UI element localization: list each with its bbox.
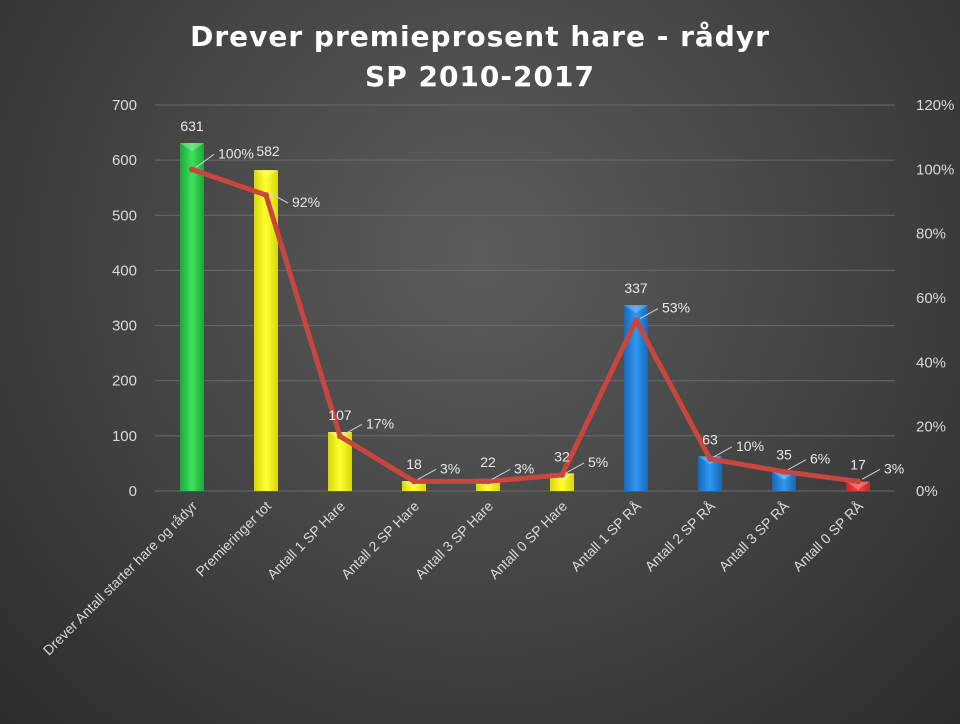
x-tick-label: Antall 3 SP Hare bbox=[412, 498, 496, 582]
percent-leader bbox=[417, 468, 437, 480]
bar-value-label: 35 bbox=[776, 447, 792, 463]
percent-value-label: 92% bbox=[292, 194, 320, 210]
bar bbox=[180, 143, 204, 491]
percent-leader bbox=[491, 468, 511, 480]
bar-value-label: 17 bbox=[850, 457, 866, 473]
percent-value-label: 17% bbox=[366, 415, 394, 431]
bar-top-bevel bbox=[846, 481, 870, 490]
percent-leader bbox=[713, 446, 733, 458]
x-tick-label: Drever Antall starter hare og rådyr bbox=[40, 498, 201, 659]
bar-value-label: 337 bbox=[624, 280, 648, 296]
y-tick-label: 100 bbox=[112, 428, 137, 445]
y2-tick-label: 100% bbox=[916, 161, 954, 178]
chart-subtitle: SP 2010-2017 bbox=[365, 60, 595, 93]
y2-tick-label: 40% bbox=[916, 354, 946, 371]
bar bbox=[846, 481, 870, 491]
bar-value-label: 32 bbox=[554, 448, 570, 464]
percent-leader bbox=[195, 153, 215, 168]
percent-value-label: 5% bbox=[588, 454, 608, 470]
bar-value-label: 18 bbox=[406, 456, 422, 472]
percent-leader bbox=[787, 459, 807, 471]
y-tick-label: 200 bbox=[112, 373, 137, 390]
percent-value-label: 3% bbox=[514, 460, 534, 476]
bar-value-label: 63 bbox=[702, 431, 718, 447]
percent-value-label: 3% bbox=[440, 460, 460, 476]
chart-title: Drever premieprosent hare - rådyr bbox=[190, 20, 770, 53]
percent-point bbox=[485, 478, 491, 485]
x-tick-label: Antall 0 SP RÅ bbox=[789, 497, 866, 574]
bar-value-label: 107 bbox=[328, 407, 352, 423]
percent-point bbox=[337, 433, 343, 440]
x-tick-label: Premieringer tot bbox=[192, 498, 274, 580]
y-tick-label: 400 bbox=[112, 262, 137, 279]
bar bbox=[402, 481, 426, 491]
percent-value-label: 3% bbox=[884, 460, 904, 476]
percent-leader bbox=[343, 423, 363, 435]
percent-value-label: 53% bbox=[662, 300, 690, 316]
y-tick-label: 600 bbox=[112, 152, 137, 169]
percent-point bbox=[781, 468, 787, 475]
percent-point bbox=[855, 478, 861, 485]
bar-value-label: 631 bbox=[180, 118, 204, 134]
bar-top-bevel bbox=[254, 170, 278, 179]
percent-point bbox=[633, 317, 639, 324]
bar-value-label: 22 bbox=[480, 454, 496, 470]
bar bbox=[772, 471, 796, 491]
percent-point bbox=[707, 455, 713, 462]
x-tick-label: Antall 3 SP RÅ bbox=[715, 497, 792, 574]
x-tick-label: Antall 1 SP RÅ bbox=[567, 497, 644, 574]
percent-leader bbox=[565, 462, 585, 474]
percent-value-label: 10% bbox=[736, 438, 764, 454]
y2-tick-label: 0% bbox=[916, 483, 938, 500]
percent-value-label: 100% bbox=[218, 145, 254, 161]
y-tick-label: 0 bbox=[129, 483, 137, 500]
percent-point bbox=[189, 166, 195, 173]
x-tick-label: Antall 1 SP Hare bbox=[264, 498, 348, 582]
y-tick-label: 700 bbox=[112, 97, 137, 114]
percent-point bbox=[411, 478, 417, 485]
percent-line bbox=[189, 166, 861, 484]
x-tick-label: Antall 2 SP Hare bbox=[338, 498, 422, 582]
y-tick-label: 300 bbox=[112, 318, 137, 335]
y-tick-label: 500 bbox=[112, 207, 137, 224]
percent-value-label: 6% bbox=[810, 451, 830, 467]
y2-tick-label: 80% bbox=[916, 226, 946, 243]
bar-top-bevel bbox=[624, 305, 648, 314]
percent-leader bbox=[639, 308, 659, 319]
y2-tick-label: 20% bbox=[916, 419, 946, 436]
x-tick-label: Antall 0 SP Hare bbox=[486, 498, 570, 582]
y2-tick-label: 120% bbox=[916, 97, 954, 114]
bar-top-bevel bbox=[180, 143, 204, 152]
percent-point bbox=[263, 192, 269, 199]
percent-leader bbox=[269, 192, 289, 204]
x-tick-label: Antall 2 SP RÅ bbox=[641, 497, 718, 574]
bar-value-label: 582 bbox=[256, 143, 280, 159]
y2-tick-label: 60% bbox=[916, 290, 946, 307]
percent-point bbox=[559, 471, 565, 478]
percent-leader bbox=[861, 468, 881, 480]
